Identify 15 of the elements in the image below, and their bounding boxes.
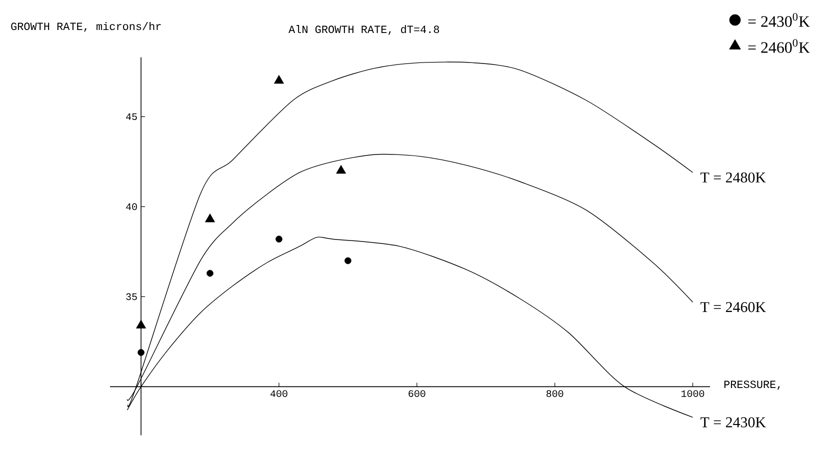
legend-label: = 2460$^{0}$K: [748, 39, 810, 53]
series-label: T = 2430K: [700, 417, 766, 428]
x-axis-title: PRESSURE,: [724, 380, 780, 390]
y-tick-label: 45: [126, 113, 137, 120]
y-tick-label: 40: [126, 203, 137, 210]
series-label: T = 2460K: [700, 302, 766, 312]
x-tick-label: 600: [408, 390, 426, 397]
x-tick-label: 1000: [682, 390, 704, 397]
legend-label: = 2430$^{0}$K: [748, 13, 810, 27]
x-tick-label: 400: [270, 390, 288, 397]
x-tick-label: 800: [546, 390, 564, 397]
series-label: T = 2480K: [700, 172, 766, 183]
y-tick-label: 35: [126, 293, 137, 300]
chart-title: AlN GROWTH RATE, dT=4.8: [288, 25, 440, 35]
y-axis-title: GROWTH RATE, microns/hr: [11, 22, 161, 32]
